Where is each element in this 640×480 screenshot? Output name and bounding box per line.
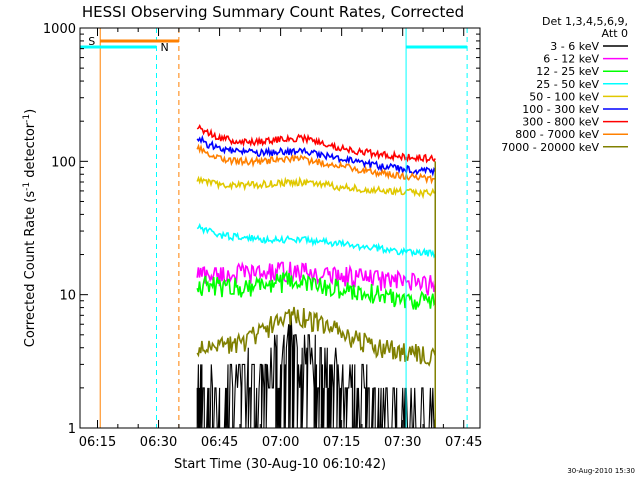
legend-label: 25 - 50 keV — [536, 78, 599, 91]
series-line — [196, 175, 436, 200]
x-tick-label: 06:30 — [140, 435, 177, 450]
chart-title: HESSI Observing Summary Count Rates, Cor… — [82, 3, 464, 21]
legend-label: 800 - 7000 keV — [515, 128, 599, 141]
legend-label: 50 - 100 keV — [529, 90, 599, 103]
series-line — [196, 143, 436, 185]
x-tick-label: 07:15 — [323, 435, 360, 450]
night-flag-label: N — [161, 41, 169, 54]
x-tick-label: 07:00 — [262, 435, 299, 450]
y-axis-label-part: Corrected Count Rate (s — [23, 191, 38, 348]
x-tick-label: 07:45 — [445, 435, 482, 450]
legend-label: 3 - 6 keV — [550, 40, 599, 53]
x-axis-label: Start Time (30-Aug-10 06:10:42) — [174, 457, 386, 472]
legend-title: Det 1,3,4,5,6,9, — [542, 15, 628, 28]
series-line — [196, 134, 436, 177]
series-line — [196, 124, 436, 164]
legend-label: 300 - 800 keV — [522, 116, 599, 129]
y-axis-label-sup: -1 — [22, 182, 32, 191]
series-line — [196, 306, 436, 367]
plot-frame — [79, 27, 481, 429]
x-tick-label: 06:15 — [79, 435, 116, 450]
y-tick-label: 1 — [68, 422, 76, 437]
y-axis-label-part: ) — [23, 109, 38, 114]
y-tick-label: 100 — [51, 155, 76, 170]
legend-label: 7000 - 20000 keV — [501, 141, 599, 154]
y-axis-label: Corrected Count Rate (s-1 detector-1) — [22, 109, 38, 347]
series-line — [196, 269, 436, 310]
y-axis-label-part: detector — [23, 122, 38, 182]
legend-title: Att 0 — [602, 27, 628, 40]
timestamp-footer: 30-Aug-2010 15:30 — [567, 467, 635, 475]
legend-label: 6 - 12 keV — [543, 53, 599, 66]
x-tick-label: 07:30 — [384, 435, 421, 450]
series-line — [196, 261, 436, 296]
axes: 1 10 100 1000 06:15 06:30 06:45 07:00 07:15 07:30… — [43, 22, 483, 450]
x-tick-label: 06:45 — [201, 435, 238, 450]
y-axis-label-sup: -1 — [22, 114, 32, 123]
legend-label: 100 - 300 keV — [522, 103, 599, 116]
y-tick-label: 10 — [59, 289, 76, 304]
y-tick-label: 1000 — [43, 22, 76, 37]
series-line — [196, 222, 436, 259]
saa-flag-label: S — [88, 35, 95, 48]
legend-label: 12 - 25 keV — [536, 65, 599, 78]
